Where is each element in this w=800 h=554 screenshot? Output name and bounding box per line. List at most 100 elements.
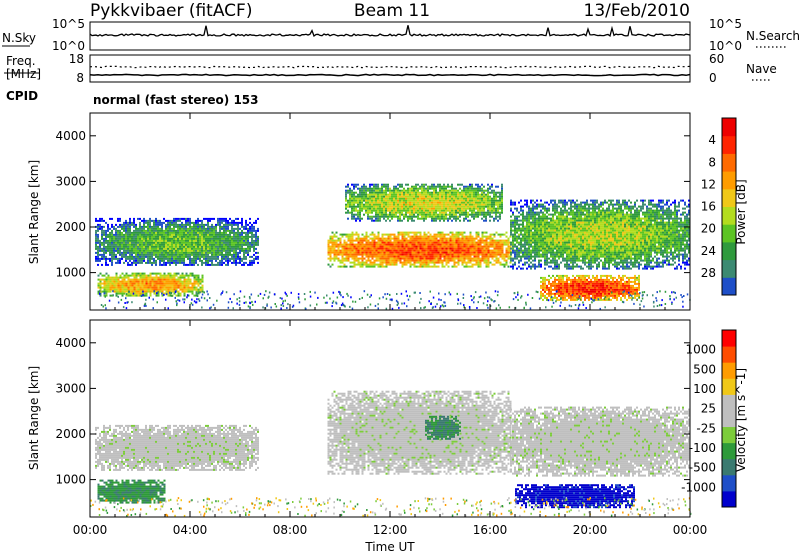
data-cell bbox=[107, 278, 110, 281]
data-cell bbox=[103, 278, 106, 281]
data-cell bbox=[417, 231, 420, 234]
data-cell bbox=[209, 231, 211, 234]
data-cell bbox=[169, 257, 171, 260]
data-cell bbox=[425, 195, 427, 198]
data-cell bbox=[544, 280, 546, 283]
data-cell bbox=[361, 259, 364, 262]
data-cell bbox=[379, 199, 381, 202]
data-cell bbox=[197, 239, 199, 242]
data-cell bbox=[463, 205, 465, 208]
data-cell bbox=[371, 237, 374, 240]
data-cell bbox=[393, 215, 395, 218]
data-cell bbox=[491, 243, 494, 246]
data-cell bbox=[351, 239, 354, 242]
data-cell bbox=[167, 257, 169, 260]
data-cell bbox=[407, 261, 410, 264]
data-cell bbox=[578, 276, 580, 279]
data-cell bbox=[383, 185, 385, 188]
data-cell bbox=[409, 239, 412, 242]
data-cell bbox=[465, 211, 467, 214]
data-cell bbox=[467, 239, 470, 242]
data-cell bbox=[477, 191, 479, 194]
data-cell bbox=[483, 215, 485, 218]
data-cell bbox=[465, 191, 467, 194]
data-cell bbox=[107, 227, 109, 230]
data-cell bbox=[495, 257, 498, 260]
data-cell bbox=[173, 282, 176, 285]
data-cell bbox=[237, 245, 239, 248]
data-cell bbox=[499, 261, 502, 264]
data-cell bbox=[427, 237, 430, 240]
data-cell bbox=[413, 243, 416, 246]
data-cell bbox=[199, 229, 201, 232]
data-cell bbox=[558, 282, 560, 285]
data-cell bbox=[137, 243, 139, 246]
data-cell bbox=[385, 211, 387, 214]
data-cell bbox=[109, 294, 112, 297]
data-cell bbox=[467, 255, 470, 258]
data-cell bbox=[431, 205, 433, 208]
data-cell bbox=[495, 239, 498, 242]
data-cell bbox=[379, 257, 382, 260]
data-cell bbox=[235, 257, 237, 260]
data-cell bbox=[457, 241, 460, 244]
data-cell bbox=[125, 253, 127, 256]
data-cell bbox=[203, 241, 205, 244]
data-cell bbox=[443, 189, 445, 192]
data-cell bbox=[572, 282, 574, 285]
data-cell bbox=[425, 265, 428, 268]
data-cell bbox=[465, 237, 468, 240]
data-cell bbox=[153, 237, 155, 240]
data-cell bbox=[197, 225, 199, 228]
data-cell bbox=[373, 253, 376, 256]
data-cell bbox=[459, 201, 461, 204]
data-cell bbox=[339, 243, 342, 246]
data-cell bbox=[179, 229, 181, 232]
cpid-value: normal (fast stereo) 153 bbox=[93, 93, 259, 107]
data-cell bbox=[347, 249, 350, 252]
data-cell bbox=[121, 280, 124, 283]
data-cell bbox=[393, 259, 396, 262]
data-cell bbox=[477, 213, 479, 216]
data-cell bbox=[411, 249, 414, 252]
data-cell bbox=[167, 227, 169, 230]
data-cell bbox=[395, 195, 397, 198]
data-cell bbox=[493, 249, 496, 252]
data-cell bbox=[337, 259, 340, 262]
data-cell bbox=[185, 251, 187, 254]
data-cell bbox=[203, 231, 205, 234]
data-cell bbox=[457, 239, 460, 242]
data-cell bbox=[475, 213, 477, 216]
data-cell bbox=[207, 263, 209, 266]
data-cell bbox=[497, 241, 500, 244]
data-cell bbox=[333, 241, 336, 244]
data-cell bbox=[247, 233, 249, 236]
data-cell bbox=[373, 207, 375, 210]
data-cell bbox=[369, 205, 371, 208]
data-cell bbox=[353, 193, 355, 196]
data-cell bbox=[147, 249, 149, 252]
data-cell bbox=[175, 251, 177, 254]
data-cell bbox=[237, 253, 239, 256]
data-cell bbox=[255, 241, 257, 244]
data-cell bbox=[137, 233, 139, 236]
data-cell bbox=[251, 231, 253, 234]
data-cell bbox=[189, 263, 191, 266]
data-cell bbox=[387, 187, 389, 190]
data-cell bbox=[375, 237, 378, 240]
data-cell bbox=[359, 263, 362, 266]
data-cell bbox=[355, 255, 358, 258]
data-cell bbox=[395, 203, 397, 206]
data-cell bbox=[493, 245, 496, 248]
data-cell bbox=[491, 263, 494, 266]
nave-trace bbox=[89, 73, 691, 77]
data-cell bbox=[562, 284, 564, 287]
data-cell bbox=[395, 213, 397, 216]
data-cell bbox=[574, 286, 576, 289]
data-cell bbox=[391, 259, 394, 262]
data-cell bbox=[449, 257, 452, 260]
data-cell bbox=[159, 235, 161, 238]
data-cell bbox=[349, 191, 351, 194]
data-cell bbox=[427, 239, 430, 242]
data-cell bbox=[558, 298, 560, 301]
